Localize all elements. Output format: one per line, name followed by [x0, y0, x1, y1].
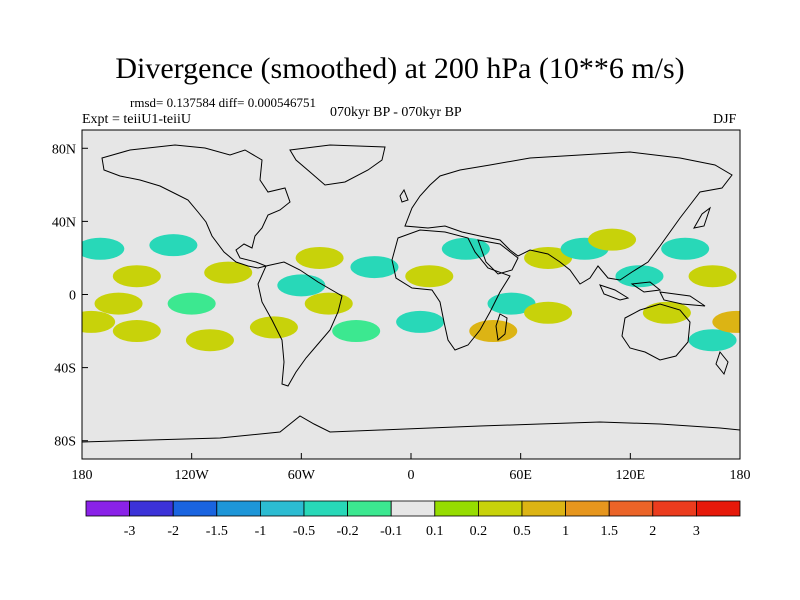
coastlines — [82, 144, 740, 443]
anomaly-patch — [469, 320, 518, 343]
anomaly-patch — [204, 261, 253, 284]
anomaly-patch — [405, 265, 454, 288]
colorbar-swatch — [434, 500, 479, 517]
y-tick-label: 40N — [52, 215, 76, 230]
coastline-south-america — [257, 261, 343, 387]
x-tick-label: 0 — [408, 468, 415, 483]
anomaly-patch — [588, 228, 637, 251]
colorbar-swatch — [85, 500, 130, 517]
coastline-greenland — [289, 144, 386, 186]
colorbar-label: 0.2 — [470, 524, 488, 539]
y-tick-label: 80S — [54, 435, 76, 450]
x-tick-label: 180 — [72, 468, 93, 483]
coastline-africa — [391, 229, 511, 351]
colorbar-swatch — [259, 500, 305, 517]
anomaly-patch — [277, 274, 326, 297]
anomaly-patch — [350, 256, 399, 279]
experiment-label: Expt = teiiU1-teiiU — [82, 112, 191, 127]
coastline-islands — [399, 188, 729, 376]
colorbar-swatch — [608, 500, 654, 517]
anomaly-patch — [524, 246, 573, 269]
colorbar-swatch — [129, 500, 174, 517]
anomaly-patch — [112, 265, 161, 288]
x-tick-label: 60W — [288, 468, 316, 483]
anomaly-patch — [249, 316, 298, 339]
colorbar-swatch — [347, 500, 392, 517]
coastline-madagascar — [495, 313, 508, 341]
colorbar-label: -2 — [167, 524, 179, 539]
y-tick-label: 80N — [52, 142, 76, 157]
colorbar-label: 0.5 — [513, 524, 531, 539]
anomaly-patch — [441, 237, 490, 260]
plot-title: Divergence (smoothed) at 200 hPa (10**6 … — [115, 52, 685, 85]
anomaly-field — [82, 228, 740, 352]
anomaly-patch — [615, 265, 664, 288]
colorbar-label: -0.1 — [380, 524, 402, 539]
anomaly-patch — [94, 292, 143, 315]
colorbar-label: 1 — [562, 524, 569, 539]
anomaly-patch — [332, 320, 381, 343]
y-tick-label: 0 — [69, 289, 76, 304]
colorbar-swatch — [521, 500, 566, 517]
anomaly-patch — [661, 237, 710, 260]
colorbar-label: -0.5 — [293, 524, 315, 539]
colorbar: -3 -2 -1.5 -1 -0.5 -0.2 -0.1 0.1 0.2 0.5 1 1.5 2 3 — [85, 500, 741, 539]
colorbar-swatch — [652, 500, 697, 517]
coastline-indonesia — [599, 281, 706, 307]
anomaly-patch — [487, 292, 536, 315]
anomaly-patch — [712, 310, 740, 333]
colorbar-label: -0.2 — [337, 524, 359, 539]
colorbar-label: -1 — [255, 524, 267, 539]
season-label: DJF — [713, 112, 737, 127]
stats-text: rmsd= 0.137584 diff= 0.000546751 — [130, 95, 316, 110]
anomaly-patch — [82, 310, 116, 333]
anomaly-patch — [688, 329, 737, 352]
coastline-australia — [621, 303, 691, 361]
anomaly-patch — [185, 329, 234, 352]
colorbar-label: 2 — [649, 524, 656, 539]
colorbar-label: 1.5 — [600, 524, 618, 539]
anomaly-patch — [82, 237, 125, 260]
x-tick-label: 120E — [616, 468, 646, 483]
colorbar-swatch — [172, 500, 218, 517]
anomaly-patch — [112, 320, 161, 343]
colorbar-swatch — [216, 500, 261, 517]
anomaly-patch — [149, 234, 198, 257]
colorbar-swatch — [565, 500, 610, 517]
colorbar-swatch — [477, 500, 523, 517]
colorbar-label: 0.1 — [426, 524, 444, 539]
coastline-arabia — [477, 239, 519, 275]
anomaly-patch — [642, 301, 691, 324]
coastline-antarctica — [82, 415, 740, 443]
anomaly-patch — [304, 292, 353, 315]
y-tick-label: 40S — [54, 362, 76, 377]
colorbar-swatch — [303, 500, 348, 517]
axis-ticks: 180 120W 60W 0 60E 120E 180 80N 40N 0 40S 80S — [52, 142, 751, 483]
anomaly-patch — [688, 265, 737, 288]
colorbar-label: -1.5 — [206, 524, 228, 539]
colorbar-swatch — [390, 500, 436, 517]
coastline-eurasia — [404, 151, 733, 285]
x-tick-label: 60E — [509, 468, 532, 483]
colorbar-swatch — [696, 500, 741, 517]
period-label: 070kyr BP - 070kyr BP — [330, 105, 462, 120]
colorbar-label: 3 — [693, 524, 700, 539]
anomaly-patch — [167, 292, 216, 315]
anomaly-patch — [524, 301, 573, 324]
colorbar-label: -3 — [124, 524, 136, 539]
anomaly-patch — [396, 310, 445, 333]
x-tick-label: 180 — [730, 468, 751, 483]
x-tick-label: 120W — [175, 468, 210, 483]
coastline-north-america — [101, 144, 291, 269]
anomaly-patch — [295, 246, 344, 269]
